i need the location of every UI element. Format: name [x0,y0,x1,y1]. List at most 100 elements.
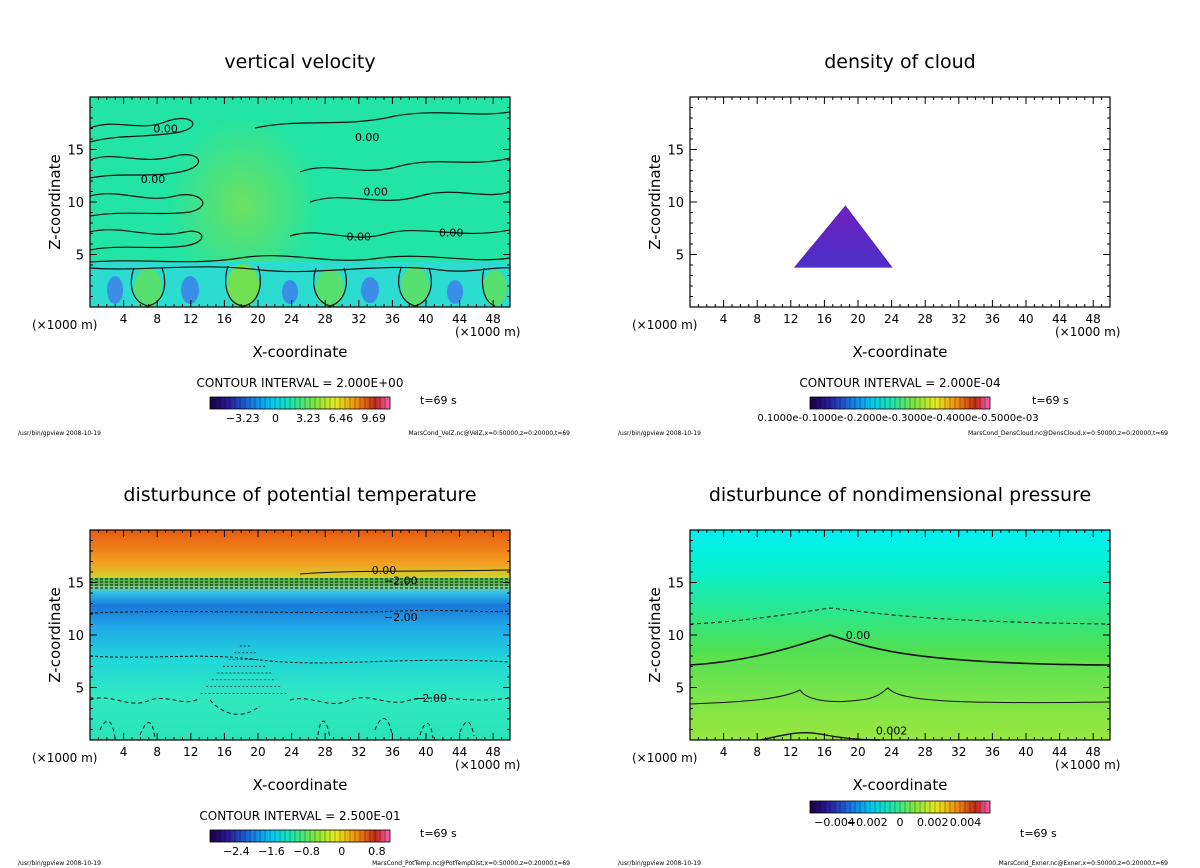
footer-left: /usr/bin/gpview 2008-10-19 [618,860,701,867]
y-tick-label: 15 [667,144,684,159]
y-tick-label: 10 [667,196,684,211]
cloud-region [793,205,893,268]
contour-label: −2.00 [413,692,447,705]
panel-title: density of cloud [824,51,976,73]
footer-right: MarsCond_VelZ.nc@VelZ,x=0:50000,z=0:2000… [409,430,571,437]
x-tick-label: 28 [318,745,333,759]
x-axis-label: X-coordinate [253,343,348,361]
x-tick-label: 8 [753,312,761,326]
x-tick-label: 36 [385,312,400,326]
y-tick-label: 10 [667,629,684,644]
contour-lines [89,111,511,307]
colorbar-tick-label: 6.46 [329,412,354,425]
stable-layer-contours [89,578,511,664]
panel-title: disturbunce of nondimensional pressure [709,484,1091,506]
x-unit-left: (×1000 m) [632,318,697,332]
time-label: t=69 s [1032,394,1069,407]
y-tick-label: 5 [676,682,684,697]
colorbar-tick-label: 0.004 [950,816,982,829]
contour-label: 0.00 [439,226,464,239]
y-tick-label: 15 [67,577,84,592]
panel-nondimensional-pressure: disturbunce of nondimensional pressure 0… [618,484,1168,867]
colorbar-tick-label: 0.8 [368,845,386,858]
warm-anomaly-hatching [200,645,287,694]
x-unit-left: (×1000 m) [32,751,97,765]
panel-title: disturbunce of potential temperature [123,484,476,506]
contour-label: −2.00 [384,574,418,587]
x-axis-label: X-coordinate [853,343,948,361]
x-tick-label: 24 [284,312,299,326]
colorbar-stripes [814,801,986,813]
x-tick-label: 16 [817,312,832,326]
y-tick-label: 5 [76,249,84,264]
x-tick-label: 28 [918,312,933,326]
x-tick-label: 8 [153,312,161,326]
x-tick-label: 20 [850,312,865,326]
plot-background [690,97,1110,307]
colorbar-tick-label: −2.4 [223,845,250,858]
x-tick-label: 36 [985,312,1000,326]
heatmap-cells [107,264,507,308]
heatmap-updraft-core [168,115,318,295]
colorbar-tick-label: 0 [897,816,904,829]
y-axis-label: Z-coordinate [46,154,64,249]
footer-right: MarsCond_DensCloud.nc@DensCloud,x=0:5000… [968,430,1168,437]
x-tick-label: 12 [183,745,198,759]
y-axis-label: Z-coordinate [46,587,64,682]
colorbar-tick-label: 9.69 [361,412,386,425]
x-tick-label: 44 [1052,312,1067,326]
colorbar-tick-label: 0.002 [917,816,949,829]
contour-interval-label: CONTOUR INTERVAL = 2.500E-01 [199,809,400,823]
time-label: t=69 s [1020,827,1057,840]
x-tick-label: 44 [452,312,467,326]
panel-potential-temperature: disturbunce of potential temperature [18,484,570,867]
contour-label: −2.00 [384,611,418,624]
time-label: t=69 s [420,394,457,407]
y-tick-label: 15 [67,144,84,159]
contour-label: 0.00 [363,186,388,199]
solid-contour [299,569,511,575]
plot-area: 0.000.000.000.000.00 0.00 4 8 12 16 20 24 28 32 3… [67,96,511,326]
x-tick-label: 48 [486,312,501,326]
x-unit-right: (×1000 m) [1055,325,1120,339]
x-tick-label: 40 [418,312,433,326]
zero-contour [689,634,1111,666]
contour-label: 0.00 [153,123,178,136]
x-axis-label: X-coordinate [253,776,348,794]
x-unit-right: (×1000 m) [1055,758,1120,772]
x-tick-label: 40 [1018,312,1033,326]
colorbar-stripes [814,397,986,409]
colorbar-stripes [214,397,386,409]
x-tick-label: 44 [452,745,467,759]
x-tick-label: 28 [318,312,333,326]
x-tick-label: 40 [418,745,433,759]
x-tick-label: 36 [985,745,1000,759]
footer-left: /usr/bin/gpview 2008-10-19 [18,430,101,437]
y-tick-label: 10 [67,629,84,644]
colorbar-tick-label: 3.23 [296,412,321,425]
thin-contour [689,687,1111,705]
contour-labels: 0.00 0.002 [846,629,908,738]
colorbar-tick-label: −3.23 [226,412,260,425]
time-label: t=69 s [420,827,457,840]
footer-left: /usr/bin/gpview 2008-10-19 [18,860,101,867]
plot-area: 0.00−2.00−2.00−2.00 4 8 12 16 20 24 28 32 36 40 44… [67,529,511,759]
x-tick-label: 4 [720,745,728,759]
x-tick-label: 20 [250,312,265,326]
colorbar-ticks: −3.23 0 3.23 6.46 9.69 [226,412,386,425]
x-tick-label: 36 [385,745,400,759]
heatmap-dome [690,635,1110,740]
x-tick-label: 24 [884,745,899,759]
panel-vertical-velocity: vertical velocity [18,51,570,437]
lower-dashed-contours [89,697,511,739]
colorbar-ticks: −0.004−0.002 0 0.002 0.004 [814,816,981,829]
x-tick-label: 4 [120,312,128,326]
contour-label: 0.00 [355,131,380,144]
y-tick-label: 15 [667,577,684,592]
contour-labels: 0.00 0.00 0.00 0.00 0.00 0.00 [141,123,464,244]
